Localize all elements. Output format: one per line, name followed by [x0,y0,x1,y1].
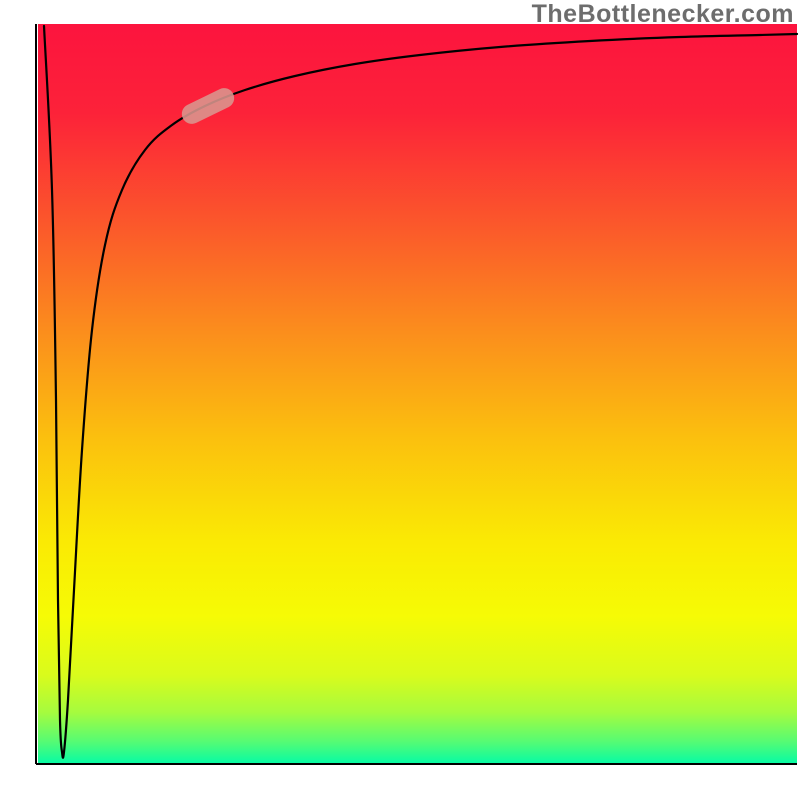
gradient-background [0,0,800,800]
watermark-text: TheBottlenecker.com [532,0,794,29]
chart-container: TheBottlenecker.com [0,0,800,800]
gradient-rect [38,24,797,764]
